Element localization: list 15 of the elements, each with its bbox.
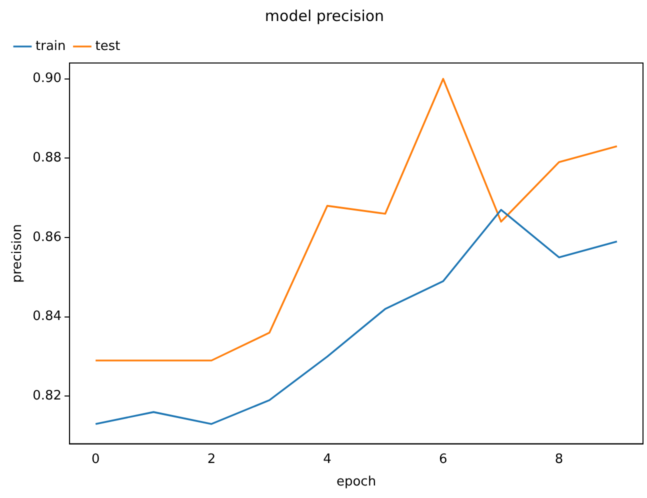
x-axis-title: epoch bbox=[336, 474, 376, 490]
chart-title: model precision bbox=[264, 6, 384, 25]
y-tick-label: 0.90 bbox=[32, 71, 62, 86]
y-tick-label: 0.88 bbox=[32, 150, 62, 166]
y-axis-title: precision bbox=[10, 224, 26, 283]
y-tick-label: 0.86 bbox=[32, 230, 62, 245]
y-tick-label: 0.82 bbox=[32, 388, 62, 404]
x-tick-label: 4 bbox=[323, 452, 332, 467]
y-tick-label: 0.84 bbox=[32, 309, 62, 324]
legend-label: train bbox=[36, 38, 66, 54]
x-tick-label: 6 bbox=[439, 452, 448, 467]
x-tick-label: 2 bbox=[207, 452, 216, 467]
legend-label: test bbox=[95, 38, 120, 54]
x-tick-label: 8 bbox=[554, 452, 564, 467]
x-tick-label: 0 bbox=[91, 452, 100, 467]
